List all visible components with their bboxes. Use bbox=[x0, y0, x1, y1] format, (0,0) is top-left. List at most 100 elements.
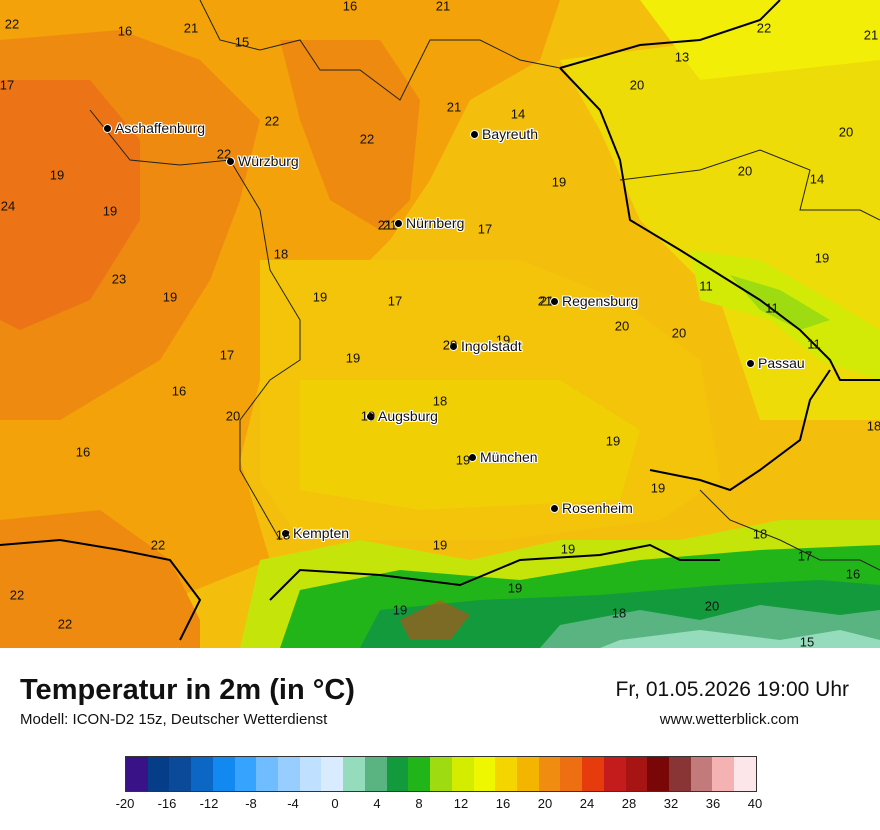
city-dot bbox=[550, 503, 559, 513]
value-label: 14 bbox=[809, 171, 825, 187]
value-label: 16 bbox=[171, 383, 187, 399]
legend-color-cell bbox=[582, 757, 604, 791]
value-label: 21 bbox=[435, 0, 451, 14]
city-marker-aschaffenburg: Aschaffenburg bbox=[103, 120, 205, 136]
website-link[interactable]: www.wetterblick.com bbox=[659, 711, 799, 728]
legend-color-cell bbox=[212, 757, 235, 791]
city-marker-ingolstadt: Ingolstadt bbox=[449, 338, 522, 354]
city-value-muenchen: 19 bbox=[455, 452, 471, 468]
value-label: 19 bbox=[650, 480, 666, 496]
city-marker-bayreuth: Bayreuth bbox=[470, 126, 538, 142]
value-label: 17 bbox=[219, 347, 235, 363]
value-label: 19 bbox=[507, 580, 523, 596]
value-label: 17 bbox=[387, 293, 403, 309]
value-label: 11 bbox=[699, 278, 713, 294]
value-label: 17 bbox=[0, 77, 15, 93]
legend-color-cell bbox=[386, 757, 409, 791]
map-title: Temperatur in 2m (in °C) bbox=[20, 674, 355, 706]
value-label: 22 bbox=[756, 20, 772, 36]
legend-tick-label: 12 bbox=[453, 796, 469, 811]
city-label: Rosenheim bbox=[562, 500, 633, 516]
legend-tick-label: 28 bbox=[621, 796, 637, 811]
value-label: 20 bbox=[838, 124, 854, 140]
value-label: 11 bbox=[765, 300, 779, 316]
city-value-kempten: 18 bbox=[275, 527, 291, 543]
legend-color-cell bbox=[343, 757, 365, 791]
value-label: 11 bbox=[807, 336, 821, 352]
city-marker-regensburg: Regensburg bbox=[550, 293, 638, 309]
city-value: 22 bbox=[216, 146, 232, 162]
city-dot bbox=[550, 296, 559, 306]
value-label: 19 bbox=[551, 174, 567, 190]
legend-color-cell bbox=[538, 757, 561, 791]
value-label: 16 bbox=[75, 444, 91, 460]
value-label: 19 bbox=[432, 537, 448, 553]
value-label: 21 bbox=[183, 20, 199, 36]
city-marker-passau: Passau bbox=[746, 355, 805, 371]
value-label: 14 bbox=[510, 106, 526, 122]
city-dot bbox=[470, 129, 479, 139]
city-value-regensburg: 21 bbox=[537, 293, 553, 309]
value-label: 20 bbox=[704, 598, 720, 614]
legend-tick-label: -16 bbox=[157, 796, 177, 811]
value-label: 18 bbox=[866, 418, 880, 434]
legend-color-cell bbox=[430, 757, 452, 791]
legend-tick-label: 16 bbox=[495, 796, 511, 811]
legend-color-cell bbox=[256, 757, 279, 791]
legend-color-cell bbox=[126, 757, 148, 791]
legend-color-cell bbox=[364, 757, 387, 791]
city-dot bbox=[468, 452, 477, 462]
legend-tick-label: 0 bbox=[331, 796, 339, 811]
legend-color-cell bbox=[690, 757, 713, 791]
value-label: 18 bbox=[752, 526, 768, 542]
value-label: 20 bbox=[614, 318, 630, 334]
legend-color-cell bbox=[408, 757, 431, 791]
legend-color-cell bbox=[234, 757, 257, 791]
value-label: 22 bbox=[4, 16, 20, 32]
legend-color-cell bbox=[712, 757, 735, 791]
value-label: 19 bbox=[605, 433, 621, 449]
value-label: 20 bbox=[225, 408, 241, 424]
legend-color-cell bbox=[451, 757, 474, 791]
value-label: 16 bbox=[117, 23, 133, 39]
color-legend bbox=[125, 756, 757, 792]
legend-color-cell bbox=[516, 757, 539, 791]
map-footer: Temperatur in 2m (in °C) Modell: ICON-D2… bbox=[0, 648, 880, 830]
value-label: 18 bbox=[611, 605, 627, 621]
value-label: 22 bbox=[359, 131, 375, 147]
temperature-map: 22 16 21 16 21 15 22 13 17 20 21 21 14 2… bbox=[0, 0, 880, 648]
city-dot bbox=[366, 411, 375, 421]
legend-color-cell bbox=[625, 757, 648, 791]
value-label: 16 bbox=[342, 0, 358, 14]
city-marker-augsburg: Augsburg bbox=[366, 408, 438, 424]
city-dot bbox=[746, 358, 755, 368]
value-label: 19 bbox=[102, 203, 118, 219]
city-label: Würzburg bbox=[238, 153, 299, 169]
legend-color-cell bbox=[560, 757, 583, 791]
city-marker-muenchen: München bbox=[468, 449, 538, 465]
city-marker-rosenheim: Rosenheim bbox=[550, 500, 633, 516]
value-label: 18 bbox=[273, 246, 289, 262]
city-label: Augsburg bbox=[378, 408, 438, 424]
legend-color-cell bbox=[734, 757, 756, 791]
legend-color-cell bbox=[603, 757, 626, 791]
value-label: 21 bbox=[446, 99, 462, 115]
value-label: 15 bbox=[234, 34, 250, 50]
legend-tick-label: 24 bbox=[579, 796, 595, 811]
value-label: 19 bbox=[560, 541, 576, 557]
legend-color-cell bbox=[191, 757, 213, 791]
city-value-augsburg: 19 bbox=[360, 408, 376, 424]
city-marker-nuernberg: Nürnberg bbox=[394, 215, 464, 231]
legend-tick-label: 8 bbox=[415, 796, 423, 811]
legend-tick-label: 20 bbox=[537, 796, 553, 811]
city-label: Nürnberg bbox=[406, 215, 465, 231]
legend-color-cell bbox=[473, 757, 496, 791]
value-label: 22 bbox=[9, 587, 25, 603]
value-label: 19 bbox=[312, 289, 328, 305]
legend-color-cell bbox=[147, 757, 170, 791]
legend-color-cell bbox=[169, 757, 192, 791]
city-dot bbox=[281, 528, 290, 538]
value-label: 17 bbox=[477, 221, 493, 237]
city-label: Passau bbox=[758, 355, 805, 371]
